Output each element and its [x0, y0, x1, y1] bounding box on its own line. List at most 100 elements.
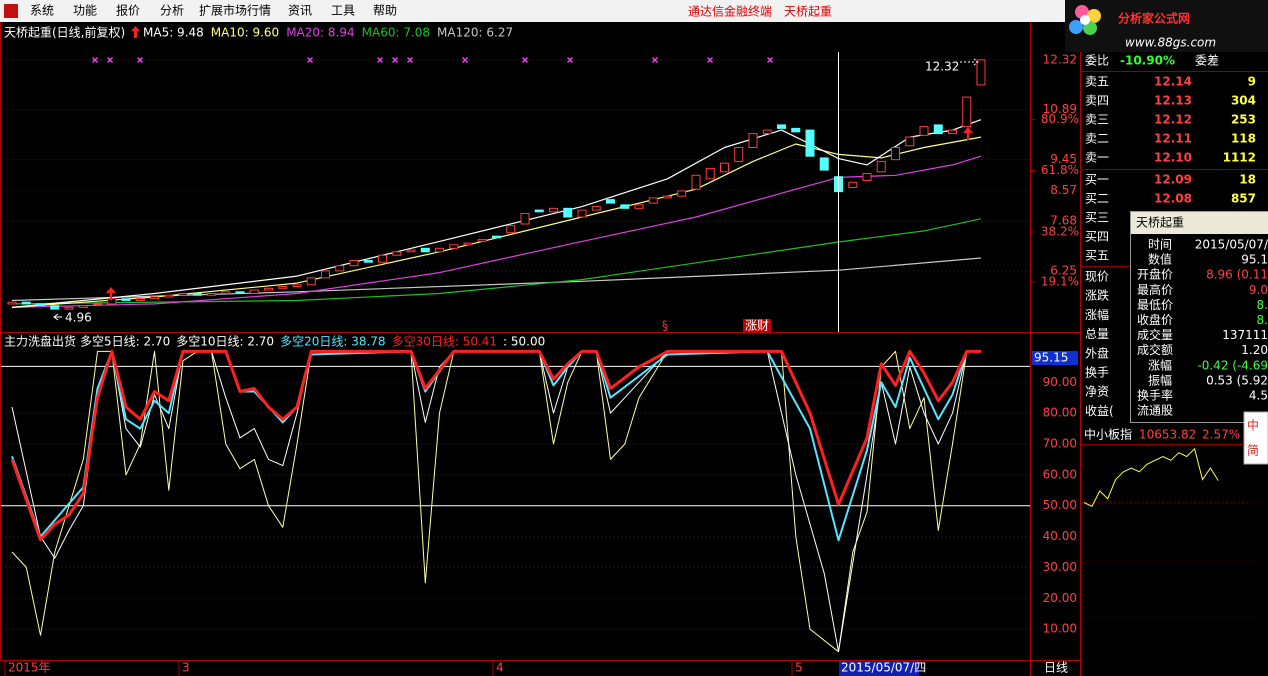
signal-mark	[462, 57, 468, 63]
indicator-line	[11, 350, 981, 653]
logo-area	[1065, 0, 1268, 52]
y-tick-label: 60.00	[1043, 467, 1077, 481]
candle	[805, 129, 815, 157]
candle	[36, 303, 45, 307]
candle	[292, 284, 302, 288]
candle	[121, 298, 131, 301]
side-buttons	[1243, 411, 1268, 465]
candle	[705, 167, 715, 180]
y-tick-label: 50.00	[1043, 498, 1077, 512]
indicator-label: 多空30日线: 50.41	[392, 335, 497, 349]
side-button[interactable]: 简	[1247, 444, 1259, 458]
low-arrow	[53, 313, 62, 321]
signal-mark	[567, 57, 573, 63]
low-label: 4.96	[65, 311, 92, 325]
candle	[948, 129, 957, 135]
candle	[378, 254, 387, 263]
signal-mark	[307, 57, 313, 63]
signal-mark	[652, 57, 658, 63]
book-label: 卖四	[1085, 94, 1109, 108]
ma-line	[11, 136, 982, 308]
book-label: 买四	[1085, 230, 1109, 244]
menu-bar	[0, 0, 1065, 22]
candle	[919, 126, 929, 136]
menu-item[interactable]: 系统	[30, 4, 54, 18]
book-volume: 857	[1231, 192, 1256, 206]
book-label: 买一	[1085, 173, 1109, 187]
ratio-label: 委比	[1085, 54, 1109, 68]
menu-item[interactable]: 工具	[331, 4, 355, 18]
popup	[1130, 211, 1268, 423]
indicator-line	[10, 349, 981, 542]
high-arrow	[960, 58, 979, 66]
candle	[748, 133, 758, 148]
candle	[819, 157, 829, 171]
candle	[905, 136, 915, 147]
popup-value: 95.1	[1241, 253, 1268, 267]
ma-label: MA60: 7.08	[362, 26, 430, 40]
y-tick-label: 7.68	[1050, 214, 1077, 228]
book-volume: 9	[1248, 75, 1256, 89]
book-price: 12.10	[1154, 151, 1192, 165]
candle	[7, 301, 17, 305]
popup-title: 天桥起重	[1136, 216, 1184, 230]
buy-arrow	[106, 287, 116, 300]
ma-line	[11, 155, 982, 308]
date-label: 3	[182, 661, 190, 675]
menu-item[interactable]: 报价	[116, 3, 140, 18]
candle	[891, 146, 900, 161]
book-label: 买二	[1085, 192, 1109, 206]
index-name: 中小板指	[1084, 427, 1132, 442]
candle	[207, 292, 216, 296]
menu-item[interactable]: 帮助	[373, 4, 397, 18]
y-tick-label: 10.00	[1043, 622, 1077, 636]
y-tick-label: 12.32	[1043, 52, 1077, 66]
candle	[577, 209, 587, 218]
menu-item[interactable]: 功能	[73, 4, 97, 18]
popup-header	[1131, 212, 1268, 234]
menu-item[interactable]: 资讯	[288, 4, 312, 18]
candle	[791, 127, 801, 133]
popup-label: 时间	[1148, 238, 1172, 252]
candle	[663, 195, 672, 199]
pct-tick-label: 19.1%	[1041, 275, 1079, 289]
tag-bg	[743, 319, 771, 333]
stock-name: 天桥起重	[784, 5, 832, 19]
menu-item[interactable]: 分析	[160, 4, 184, 18]
book-volume: 118	[1231, 132, 1256, 146]
ref-label: : 50.00	[503, 335, 545, 349]
chart-title: 天桥起重(日线,前复权)	[4, 25, 125, 40]
buy-arrow	[963, 127, 973, 140]
popup-value: 0.53 (5.92	[1206, 373, 1268, 387]
popup-label: 成交额	[1137, 342, 1173, 357]
menu-item[interactable]: 扩展市场行情	[199, 3, 271, 18]
signal-mark	[137, 57, 143, 63]
book-price: 12.08	[1154, 192, 1192, 206]
book-label: 卖二	[1085, 132, 1109, 146]
y-tick-label: 6.25	[1050, 263, 1077, 277]
app-name: 通达信金融终端	[688, 4, 772, 19]
indicator-label: 多空5日线: 2.70	[80, 335, 170, 349]
signal-mark	[92, 57, 98, 63]
book-volume: 1112	[1223, 151, 1256, 165]
candle	[249, 289, 259, 294]
candle	[876, 160, 886, 173]
y-tick-label: 90.00	[1043, 375, 1077, 389]
logo-url: www.88gs.com	[1125, 36, 1216, 50]
period-label: 日线	[1044, 661, 1068, 675]
popup-label: 开盘价	[1137, 267, 1173, 282]
popup-label: 流通股	[1137, 404, 1173, 418]
pct-tick-label: 38.2%	[1041, 224, 1079, 238]
candle	[506, 225, 516, 234]
side-button[interactable]: 中	[1247, 418, 1259, 433]
popup-label: 成交量	[1137, 327, 1173, 342]
up-arrow-icon	[131, 26, 140, 38]
pct-tick-label: 80.9%	[1041, 112, 1079, 126]
pct-tick-label: 61.8%	[1041, 163, 1079, 177]
cursor-date: 2015/05/07/四	[841, 661, 926, 675]
tag-label: 涨财	[745, 318, 769, 333]
signal-mark	[522, 57, 528, 63]
candle	[406, 249, 416, 253]
y-tick-label: 8.57	[1050, 183, 1077, 197]
popup-value: 8.	[1257, 313, 1268, 327]
